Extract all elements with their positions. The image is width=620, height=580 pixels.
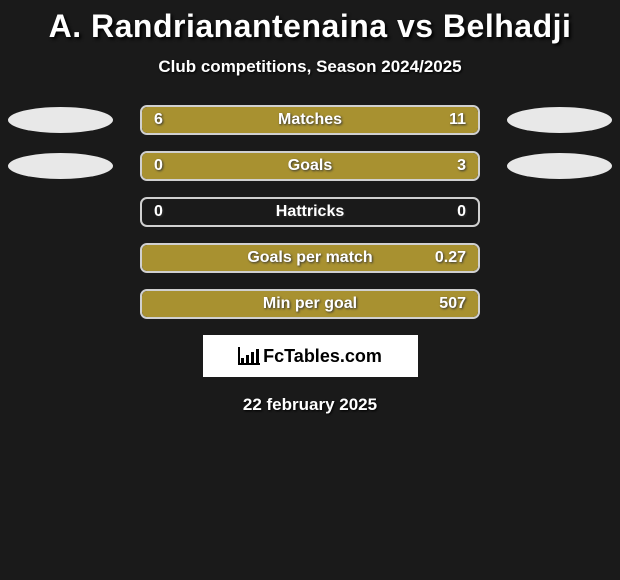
player-photo-left: [8, 153, 113, 179]
stat-label: Goals per match: [247, 249, 372, 267]
stat-value-left: 6: [154, 111, 163, 129]
stat-label: Min per goal: [263, 295, 357, 313]
player-photo-right: [507, 107, 612, 133]
stat-value-right: 0: [457, 203, 466, 221]
stat-bar: Min per goal 507: [140, 289, 480, 319]
stat-label: Hattricks: [276, 203, 344, 221]
stat-bar: 0 Hattricks 0: [140, 197, 480, 227]
stat-value-right: 11: [449, 111, 466, 129]
logo-text: FcTables.com: [263, 346, 382, 367]
player-photo-left: [8, 107, 113, 133]
stat-label: Matches: [278, 111, 342, 129]
stat-label: Goals: [288, 157, 332, 175]
stat-row: 6 Matches 11: [0, 105, 620, 135]
stat-row: 0 Goals 3: [0, 151, 620, 181]
player-photo-right: [507, 153, 612, 179]
stat-value-right: 507: [439, 295, 466, 313]
stat-bar: 0 Goals 3: [140, 151, 480, 181]
stat-row: 0 Hattricks 0: [0, 197, 620, 227]
comparison-infographic: A. Randrianantenaina vs Belhadji Club co…: [0, 0, 620, 415]
page-title: A. Randrianantenaina vs Belhadji: [0, 8, 620, 45]
stat-value-left: 0: [154, 203, 163, 221]
subtitle: Club competitions, Season 2024/2025: [0, 57, 620, 77]
logo-box: FcTables.com: [203, 335, 418, 377]
stat-value-left: 0: [154, 157, 163, 175]
stat-value-right: 3: [457, 157, 466, 175]
logo-chart-icon: [238, 347, 260, 365]
stats-container: 6 Matches 11 0 Goals 3 0 Hattricks 0 Goals per ma…: [0, 105, 620, 319]
stat-row: Min per goal 507: [0, 289, 620, 319]
stat-value-right: 0.27: [435, 249, 466, 267]
stat-bar: Goals per match 0.27: [140, 243, 480, 273]
stat-bar: 6 Matches 11: [140, 105, 480, 135]
date-text: 22 february 2025: [0, 395, 620, 415]
stat-row: Goals per match 0.27: [0, 243, 620, 273]
